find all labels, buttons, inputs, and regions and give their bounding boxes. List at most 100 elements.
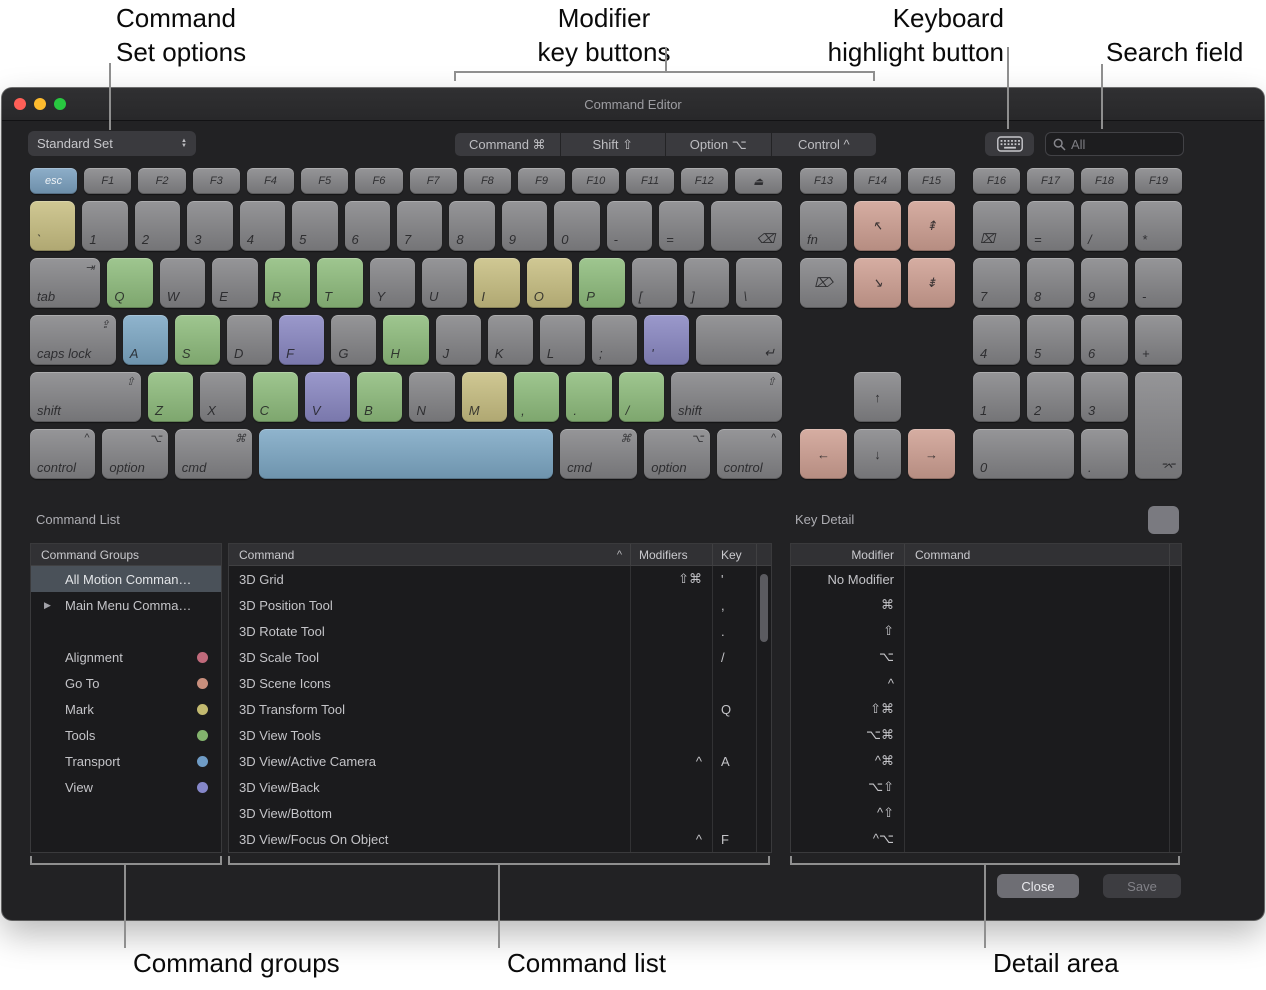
column-header-command[interactable]: Command ^ <box>229 544 630 565</box>
command-row[interactable]: 3D Position Tool, <box>229 592 756 618</box>
key-b[interactable]: B <box>357 372 403 422</box>
key-cmd-left[interactable]: ⌘ cmd <box>174 429 252 479</box>
key-quote[interactable]: ' <box>644 315 690 365</box>
key-control-left[interactable]: ^ control <box>30 429 96 479</box>
key-v[interactable]: V <box>304 372 351 422</box>
key-5[interactable]: 5 <box>292 201 338 251</box>
close-button[interactable]: Close <box>997 874 1079 898</box>
key-arrow-down[interactable]: ↓ <box>854 429 901 479</box>
key-f9[interactable]: F9 <box>517 168 566 194</box>
key-detail-row[interactable]: ⌥⌘ <box>791 722 1169 748</box>
key-space[interactable] <box>258 429 554 479</box>
key-f5[interactable]: F5 <box>301 168 349 194</box>
command-row[interactable]: 3D Scene Icons <box>229 670 756 696</box>
key-y[interactable]: Y <box>369 258 415 308</box>
key-numpad-6[interactable]: 6 <box>1081 315 1128 365</box>
key-numpad-2[interactable]: 2 <box>1027 372 1074 422</box>
save-button[interactable]: Save <box>1103 874 1181 898</box>
key-forward-delete[interactable]: ⌦ <box>800 258 847 308</box>
key-c[interactable]: C <box>252 372 298 422</box>
key-h[interactable]: H <box>383 315 429 365</box>
key-f17[interactable]: F17 <box>1027 168 1074 194</box>
scrollbar-thumb[interactable] <box>760 574 768 642</box>
key-right-bracket[interactable]: ] <box>684 258 730 308</box>
key-l[interactable]: L <box>539 315 586 365</box>
key-delete[interactable]: ⌫ <box>711 201 782 251</box>
group-row-all-motion-comman[interactable]: All Motion Comman… <box>31 566 221 592</box>
key-esc[interactable]: esc <box>30 168 78 194</box>
key-option-right[interactable]: ⌥ option <box>644 429 710 479</box>
modifier-button-shift[interactable]: Shift ⇧ <box>561 133 666 156</box>
modifier-button-command[interactable]: Command ⌘ <box>455 133 561 156</box>
key-w[interactable]: W <box>159 258 206 308</box>
key-numpad-9[interactable]: 9 <box>1081 258 1128 308</box>
key-7[interactable]: 7 <box>396 201 443 251</box>
key-backslash[interactable]: \ <box>736 258 782 308</box>
key-end[interactable]: ↘ <box>854 258 901 308</box>
key-detail-row[interactable]: ⌥⇧ <box>791 774 1169 800</box>
titlebar[interactable]: Command Editor <box>2 88 1264 121</box>
group-row-transport[interactable]: Transport <box>31 748 221 774</box>
key-numpad-3[interactable]: 3 <box>1081 372 1128 422</box>
group-row-tools[interactable]: Tools <box>31 722 221 748</box>
key-home[interactable]: ↖ <box>854 201 901 251</box>
key-q[interactable]: Q <box>107 258 153 308</box>
key-numpad-5[interactable]: 5 <box>1027 315 1074 365</box>
group-row-go-to[interactable]: Go To <box>31 670 221 696</box>
column-header-modifier[interactable]: Modifier <box>791 544 904 565</box>
key-x[interactable]: X <box>200 372 246 422</box>
key-numpad-minus[interactable]: - <box>1135 258 1182 308</box>
group-row-main-menu-comma[interactable]: ▶ Main Menu Comma… <box>31 592 221 618</box>
key-f1[interactable]: F1 <box>84 168 132 194</box>
key-f11[interactable]: F11 <box>626 168 674 194</box>
key-detail-row[interactable]: ⌘ <box>791 592 1169 618</box>
key-numpad-plus[interactable]: + <box>1135 315 1182 365</box>
key-arrow-right[interactable]: → <box>908 429 955 479</box>
key-control-right[interactable]: ^ control <box>716 429 782 479</box>
key-f8[interactable]: F8 <box>463 168 511 194</box>
key-f13[interactable]: F13 <box>800 168 847 194</box>
key-numpad-equals[interactable]: = <box>1027 201 1074 251</box>
keyboard-highlight-button[interactable] <box>985 132 1034 156</box>
key-numpad-0[interactable]: 0 <box>973 429 1074 479</box>
key-3[interactable]: 3 <box>187 201 233 251</box>
key-detail-scrollbar[interactable] <box>1169 566 1181 852</box>
modifier-button-option[interactable]: Option ⌥ <box>666 133 772 156</box>
key-numpad-enter[interactable]: ⌤ <box>1135 372 1182 479</box>
key-2[interactable]: 2 <box>134 201 181 251</box>
key-numpad-divide[interactable]: / <box>1081 201 1128 251</box>
key-page-down[interactable]: ⇟ <box>908 258 955 308</box>
key-backtick[interactable]: ` <box>30 201 76 251</box>
key-detail-row[interactable]: ⌥ <box>791 644 1169 670</box>
key-detail-row[interactable]: No Modifier <box>791 566 1169 592</box>
disclosure-triangle-icon[interactable]: ▶ <box>44 599 51 610</box>
key-f6[interactable]: F6 <box>355 168 403 194</box>
key-option-left[interactable]: ⌥ option <box>102 429 168 479</box>
zoom-window-button[interactable] <box>54 98 66 110</box>
key-numpad-multiply[interactable]: * <box>1135 201 1182 251</box>
key-6[interactable]: 6 <box>344 201 390 251</box>
key-a[interactable]: A <box>122 315 168 365</box>
key-cmd-right[interactable]: ⌘ cmd <box>560 429 638 479</box>
group-row-alignment[interactable]: Alignment <box>31 644 221 670</box>
key-t[interactable]: T <box>317 258 363 308</box>
key-detail-row[interactable]: ^⌘ <box>791 748 1169 774</box>
key-i[interactable]: I <box>474 258 520 308</box>
key-left-bracket[interactable]: [ <box>631 258 678 308</box>
key-e[interactable]: E <box>212 258 258 308</box>
minimize-window-button[interactable] <box>34 98 46 110</box>
key-caps-lock[interactable]: ⇪ caps lock <box>30 315 116 365</box>
key-eject[interactable]: ⏏ <box>734 168 783 194</box>
key-comma[interactable]: , <box>514 372 560 422</box>
key-u[interactable]: U <box>421 258 468 308</box>
search-field[interactable]: All <box>1045 132 1184 156</box>
command-list-scrollbar[interactable] <box>756 566 771 852</box>
key-s[interactable]: S <box>174 315 221 365</box>
key-equals[interactable]: = <box>659 201 705 251</box>
key-minus[interactable]: - <box>606 201 653 251</box>
key-o[interactable]: O <box>526 258 573 308</box>
command-set-popup[interactable]: Standard Set ▲ ▼ <box>28 131 196 156</box>
key-f[interactable]: F <box>279 315 325 365</box>
key-k[interactable]: K <box>487 315 533 365</box>
key-numpad-7[interactable]: 7 <box>973 258 1020 308</box>
